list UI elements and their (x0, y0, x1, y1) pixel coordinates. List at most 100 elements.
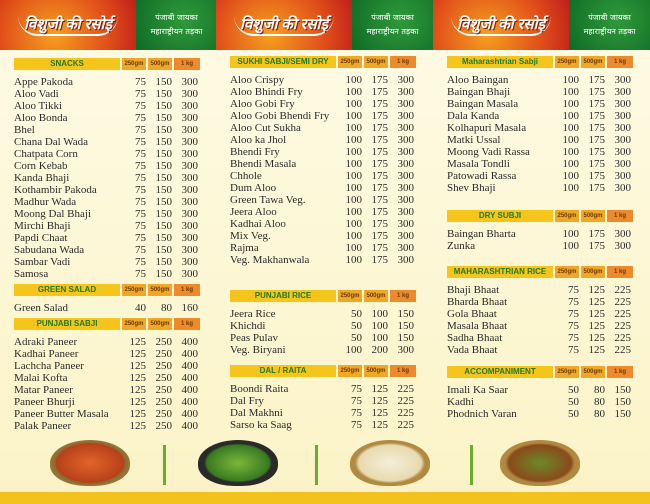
item-price: 150 (155, 244, 173, 256)
item-price: 200 (371, 344, 389, 356)
menu-item: Aloo Baingan 100 175 300 (447, 74, 633, 86)
item-price: 150 (614, 396, 632, 408)
restaurant-logo: विशुजी की रसोई (234, 14, 334, 36)
item-price: 175 (588, 158, 606, 170)
size-label: 250gm (555, 266, 579, 278)
item-name: Bhaji Bhaat (447, 284, 500, 296)
item-name: Gola Bhaat (447, 308, 497, 320)
item-price: 75 (351, 383, 362, 395)
item-name: Aloo Gobi Bhendi Fry (230, 110, 330, 122)
item-price: 150 (397, 332, 415, 344)
item-price: 125 (129, 360, 147, 372)
item-price: 125 (371, 419, 389, 431)
item-price: 100 (345, 242, 363, 254)
menu-item: Adraki Paneer 125 250 400 (14, 336, 200, 348)
item-price: 175 (371, 122, 389, 134)
divider (315, 445, 318, 485)
item-price: 175 (371, 74, 389, 86)
logo-area: विशुजी की रसोई (0, 0, 136, 50)
item-price: 175 (371, 110, 389, 122)
item-price: 300 (181, 160, 199, 172)
menu-section: ACCOMPANIMENT 250gm 500gm 1 kg Imali Ka Saar… (447, 366, 633, 420)
item-price: 250 (155, 348, 173, 360)
item-price: 75 (351, 407, 362, 419)
item-price: 125 (129, 408, 147, 420)
item-name: Shev Bhaji (447, 182, 496, 194)
item-list: Green Salad 40 80 160 (14, 302, 200, 314)
item-price: 150 (155, 184, 173, 196)
item-price: 75 (135, 112, 146, 124)
item-price: 75 (135, 124, 146, 136)
item-price: 75 (135, 208, 146, 220)
item-price: 225 (614, 308, 632, 320)
item-price: 125 (129, 372, 147, 384)
item-price: 125 (129, 384, 147, 396)
menu-item: Chana Dal Wada 75 150 300 (14, 136, 200, 148)
item-price: 400 (181, 348, 199, 360)
item-name: Sabudana Wada (14, 244, 85, 256)
restaurant-logo: विशुजी की रसोई (451, 14, 551, 36)
item-price: 300 (397, 182, 415, 194)
item-price: 40 (135, 302, 146, 314)
item-name: Veg. Makhanwala (230, 254, 310, 266)
item-name: Green Salad (14, 302, 69, 314)
item-price: 300 (181, 112, 199, 124)
item-price: 225 (614, 320, 632, 332)
item-price: 225 (614, 296, 632, 308)
item-price: 300 (397, 344, 415, 356)
item-list: Adraki Paneer 125 250 400 Kadhai Paneer 125 25… (14, 336, 200, 432)
menu-item: Aloo Cut Sukha 100 175 300 (230, 122, 416, 134)
size-label: 250gm (122, 318, 146, 330)
menu-item: Paneer Butter Masala 125 250 400 (14, 408, 200, 420)
item-name: Bhendi Masala (230, 158, 297, 170)
section-header: GREEN SALAD 250gm 500gm 1 kg (14, 284, 200, 296)
item-price: 225 (614, 284, 632, 296)
item-name: Palak Paneer (14, 420, 72, 432)
section-title: SUKHI SABJI/SEMI DRY (230, 56, 336, 68)
tagline-maharashtrian: महाराष्ट्रीयन तड़का (150, 27, 203, 36)
tagline-area: पंजाबी जायका महाराष्ट्रीयन तड़का (569, 0, 650, 50)
menu-item: Masala Tondli 100 175 300 (447, 158, 633, 170)
item-price: 225 (397, 407, 415, 419)
menu-item: Dal Fry 75 125 225 (230, 395, 416, 407)
size-label: 1 kg (174, 284, 200, 296)
item-name: Kolhapuri Masala (447, 122, 527, 134)
item-price: 175 (588, 134, 606, 146)
menu-item: Mix Veg. 100 175 300 (230, 230, 416, 242)
item-price: 80 (161, 302, 172, 314)
item-price: 150 (155, 124, 173, 136)
tagline-punjabi: पंजाबी जायका (588, 13, 631, 22)
menu-item: Green Salad 40 80 160 (14, 302, 200, 314)
item-price: 75 (568, 284, 579, 296)
item-name: Aloo ka Jhol (230, 134, 287, 146)
menu-item: Bharda Bhaat 75 125 225 (447, 296, 633, 308)
tagline-area: पंजाबी जायका महाराष्ट्रीयन तड़का (352, 0, 433, 50)
menu-item: Corn Kebab 75 150 300 (14, 160, 200, 172)
section-title: SNACKS (14, 58, 120, 70)
item-price: 160 (181, 302, 199, 314)
item-name: Malai Kofta (14, 372, 68, 384)
size-label: 250gm (338, 56, 362, 68)
menu-item: Bhaji Bhaat 75 125 225 (447, 284, 633, 296)
item-price: 175 (371, 158, 389, 170)
item-name: Aloo Gobi Fry (230, 98, 295, 110)
item-price: 150 (155, 256, 173, 268)
item-price: 100 (371, 332, 389, 344)
menu-item: Dum Aloo 100 175 300 (230, 182, 416, 194)
menu-item: Aloo Gobi Bhendi Fry 100 175 300 (230, 110, 416, 122)
size-label: 250gm (555, 210, 579, 222)
item-price: 150 (614, 384, 632, 396)
item-name: Chana Dal Wada (14, 136, 89, 148)
item-price: 400 (181, 360, 199, 372)
menu-item: Baingan Bhaji 100 175 300 (447, 86, 633, 98)
section-title: MAHARASHTRIAN RICE (447, 266, 553, 278)
item-price: 250 (155, 420, 173, 432)
item-price: 50 (568, 408, 579, 420)
menu-section: SUKHI SABJI/SEMI DRY 250gm 500gm 1 kg Aloo C… (230, 56, 416, 266)
item-name: Dal Makhni (230, 407, 283, 419)
item-price: 75 (135, 220, 146, 232)
menu-item: Moong Dal Bhaji 75 150 300 (14, 208, 200, 220)
item-price: 300 (614, 74, 632, 86)
item-name: Jeera Aloo (230, 206, 277, 218)
item-price: 175 (588, 122, 606, 134)
